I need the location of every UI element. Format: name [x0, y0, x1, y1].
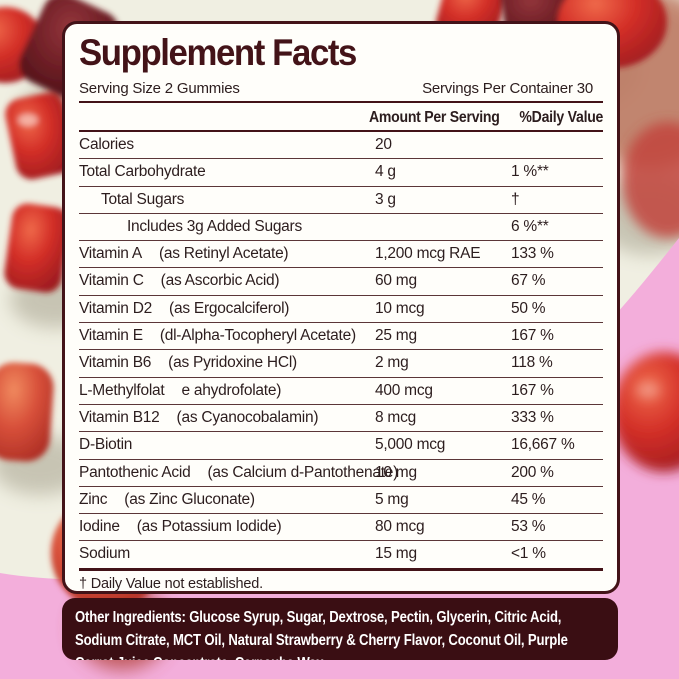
table-row: Calories 20 — [79, 132, 603, 158]
daily-value: 53 % — [511, 518, 546, 536]
other-ingredients-text: Glucose Syrup, Sugar, Dextrose, Pectin, … — [75, 609, 568, 660]
amount-value: 10 mcg — [375, 299, 425, 317]
daily-value: 67 % — [511, 272, 546, 290]
amount-value: 1,200 mcg RAE — [375, 245, 481, 263]
nutrient-detail: (as Pyridoxine HCl) — [168, 354, 297, 372]
table-row: Vitamin A (as Retinyl Acetate) 1,200 mcg … — [79, 240, 603, 267]
daily-value: 6 %** — [511, 217, 549, 235]
footnote-dagger: † Daily Value not established. — [79, 575, 263, 592]
nutrient-name: Vitamin B12 — [79, 408, 160, 426]
table-row: Includes 3g Added Sugars 6 %** — [79, 212, 603, 240]
nutrient-name: Iodine — [79, 518, 120, 536]
table-row: Sodium 15 mg <1 % — [79, 540, 603, 567]
nutrient-detail: (as Retinyl Acetate) — [158, 245, 289, 263]
nutrient-name: D-Biotin — [79, 436, 133, 454]
nutrient-detail: (as Zinc Gluconate) — [124, 490, 255, 508]
amount-value: 10 mg — [375, 463, 417, 481]
gummy-red-right-lower — [612, 352, 679, 472]
nutrient-name: Zinc — [79, 490, 108, 508]
table-row: Iodine (as Potassium Iodide) 80 mcg 53 % — [79, 513, 603, 540]
nutrient-name: Total Sugars — [101, 190, 185, 208]
nutrient-name: Sodium — [79, 545, 131, 563]
nutrient-detail: (as Cyanocobalamin) — [176, 408, 319, 426]
daily-value-header: %Daily Value — [519, 109, 603, 126]
daily-value: 333 % — [511, 408, 554, 426]
table-row: Vitamin D2 (as Ergocalciferol) 10 mcg 50 … — [79, 294, 603, 322]
amount-per-serving-header: Amount Per Serving — [369, 109, 500, 126]
gummy-cube-left-1 — [5, 92, 76, 180]
gummy-tall-left — [0, 362, 54, 462]
column-header-row: Amount Per Serving %Daily Value — [79, 103, 603, 132]
daily-value: 1 %** — [511, 163, 549, 181]
table-row: Vitamin E (dl-Alpha-Tocopheryl Acetate) 2… — [79, 322, 603, 349]
servings-per-container-label: Servings Per Container 30 — [422, 80, 593, 97]
nutrient-name: Includes 3g Added Sugars — [127, 217, 302, 235]
amount-value: 8 mcg — [375, 408, 416, 426]
table-row: Total Carbohydrate 4 g 1 %** — [79, 158, 603, 185]
nutrient-name: L-Methylfolat — [79, 381, 165, 399]
daily-value: 50 % — [511, 299, 546, 317]
daily-value: † — [511, 190, 520, 208]
nutrient-detail: (as Potassium Iodide) — [136, 518, 282, 536]
amount-value: 15 mg — [375, 545, 417, 563]
nutrient-name: Total Carbohydrate — [79, 163, 206, 181]
footnotes: † Daily Value not established. ** Percen… — [79, 567, 603, 594]
daily-value: 133 % — [511, 245, 554, 263]
nutrient-name: Vitamin D2 — [79, 299, 153, 317]
amount-value: 4 g — [375, 163, 396, 181]
daily-value: 45 % — [511, 490, 546, 508]
amount-value: 20 — [375, 136, 392, 153]
amount-value: 2 mg — [375, 354, 409, 372]
nutrient-detail: (as Calcium d-Pantothenate) — [207, 463, 399, 481]
amount-value: 3 g — [375, 190, 396, 208]
supplement-facts-panel: Supplement Facts Serving Size 2 Gummies … — [62, 21, 620, 594]
daily-value: <1 % — [511, 545, 546, 563]
amount-value: 5 mg — [375, 490, 409, 508]
panel-title: Supplement Facts — [79, 32, 357, 73]
serving-size-label: Serving Size 2 Gummies — [79, 80, 240, 97]
daily-value: 16,667 % — [511, 436, 575, 454]
amount-value: 25 mg — [375, 327, 417, 345]
table-row: Vitamin B12 (as Cyanocobalamin) 8 mcg 333… — [79, 403, 603, 431]
other-ingredients-box: Other Ingredients: Glucose Syrup, Sugar,… — [62, 598, 618, 660]
table-row: Zinc (as Zinc Gluconate) 5 mg 45 % — [79, 485, 603, 513]
footnote-daily-values: ** Percent Daily Values are based on a 2… — [79, 593, 603, 594]
amount-value: 5,000 mcg — [375, 436, 446, 454]
nutrient-name: Vitamin B6 — [79, 354, 152, 372]
table-row: D-Biotin 5,000 mcg 16,667 % — [79, 431, 603, 458]
other-ingredients-label: Other Ingredients: — [75, 609, 186, 626]
daily-value: 118 % — [511, 354, 553, 372]
amount-value: 60 mg — [375, 272, 417, 290]
nutrient-detail: (dl-Alpha-Tocopheryl Acetate) — [159, 327, 356, 345]
nutrient-name: Vitamin C — [79, 272, 144, 290]
gummy-red-right-mid — [622, 122, 679, 238]
daily-value: 167 % — [511, 327, 554, 345]
table-row: Vitamin B6 (as Pyridoxine HCl) 2 mg 118 % — [79, 349, 603, 376]
nutrient-name: Calories — [79, 136, 134, 153]
table-row: Total Sugars 3 g † — [79, 185, 603, 213]
nutrient-detail: (as Ascorbic Acid) — [160, 272, 280, 290]
nutrient-detail: e ahydrofolate) — [181, 381, 282, 399]
facts-rows: Calories 20 Total Carbohydrate 4 g 1 %**… — [79, 132, 603, 568]
nutrient-name: Vitamin A — [79, 245, 142, 263]
table-row: L-Methylfolat e ahydrofolate) 400 mcg 167… — [79, 376, 603, 404]
nutrient-detail: (as Ergocalciferol) — [169, 299, 290, 317]
daily-value: 200 % — [511, 463, 554, 481]
daily-value: 167 % — [511, 381, 554, 399]
amount-value: 400 mcg — [375, 381, 433, 399]
other-ingredients-content: Other Ingredients: Glucose Syrup, Sugar,… — [75, 606, 605, 660]
table-row: Pantothenic Acid (as Calcium d-Pantothena… — [79, 458, 603, 486]
serving-info-row: Serving Size 2 Gummies Servings Per Cont… — [79, 74, 603, 103]
nutrient-name: Pantothenic Acid — [79, 463, 191, 481]
amount-value: 80 mcg — [375, 518, 425, 536]
gummy-cube-left-2 — [4, 203, 70, 293]
nutrient-name: Vitamin E — [79, 327, 143, 345]
table-row: Vitamin C (as Ascorbic Acid) 60 mg 67 % — [79, 267, 603, 294]
